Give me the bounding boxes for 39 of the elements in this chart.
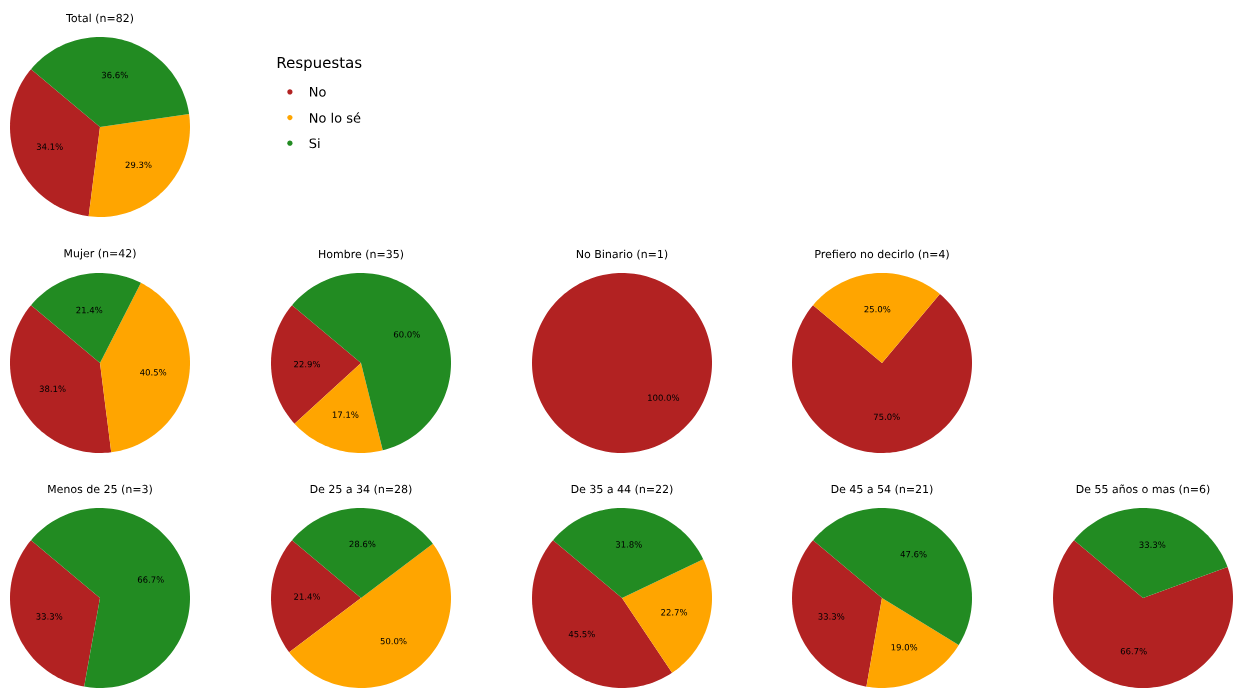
- chart-title: De 25 a 34 (n=28): [310, 484, 412, 495]
- data-label: 66.7%: [1120, 647, 1147, 655]
- data-label: 60.0%: [393, 331, 420, 338]
- data-label: 33.3%: [818, 613, 845, 620]
- data-label: 17.1%: [332, 411, 359, 418]
- chart-title: De 55 años o mas (n=6): [1076, 484, 1210, 495]
- data-label: 22.7%: [661, 609, 688, 616]
- chart-title: De 45 a 54 (n=21): [831, 484, 933, 495]
- chart-title: Hombre (n=35): [319, 249, 404, 260]
- chart-title: Prefiero no decirlo (n=4): [815, 249, 949, 260]
- data-label: 45.5%: [568, 630, 595, 638]
- data-label: 75.0%: [873, 413, 900, 421]
- data-label: 50.0%: [380, 637, 407, 645]
- data-label: 31.8%: [615, 541, 642, 548]
- legend-label: Si: [309, 138, 320, 149]
- data-label: 21.4%: [294, 593, 321, 600]
- legend-label: No lo sé: [310, 112, 361, 123]
- chart-title: Menos de 25 (n=3): [48, 484, 152, 495]
- data-label: 33.3%: [1139, 541, 1166, 549]
- data-label: 36.6%: [101, 71, 128, 79]
- chart-title: Mujer (n=42): [64, 248, 136, 260]
- data-label: 33.3%: [36, 613, 63, 620]
- data-label: 22.9%: [294, 360, 321, 368]
- data-label: 28.6%: [349, 540, 376, 548]
- data-label: 25.0%: [864, 305, 891, 313]
- data-label: 66.7%: [137, 576, 164, 583]
- chart-title: No Binario (n=1): [576, 249, 668, 260]
- legend-label: No: [310, 87, 326, 97]
- chart-title: Total (n=82): [65, 13, 134, 24]
- data-label: 47.6%: [900, 550, 927, 558]
- data-label: 38.1%: [39, 385, 66, 393]
- data-label: 21.4%: [76, 306, 103, 314]
- data-label: 29.3%: [125, 161, 152, 169]
- chart-title: De 35 a 44 (n=22): [571, 484, 673, 495]
- data-label: 34.1%: [36, 143, 63, 150]
- data-label: 19.0%: [891, 644, 918, 651]
- legend-title: Respuestas: [277, 56, 362, 72]
- data-label: 40.5%: [140, 369, 167, 376]
- data-label: 100.0%: [648, 394, 680, 401]
